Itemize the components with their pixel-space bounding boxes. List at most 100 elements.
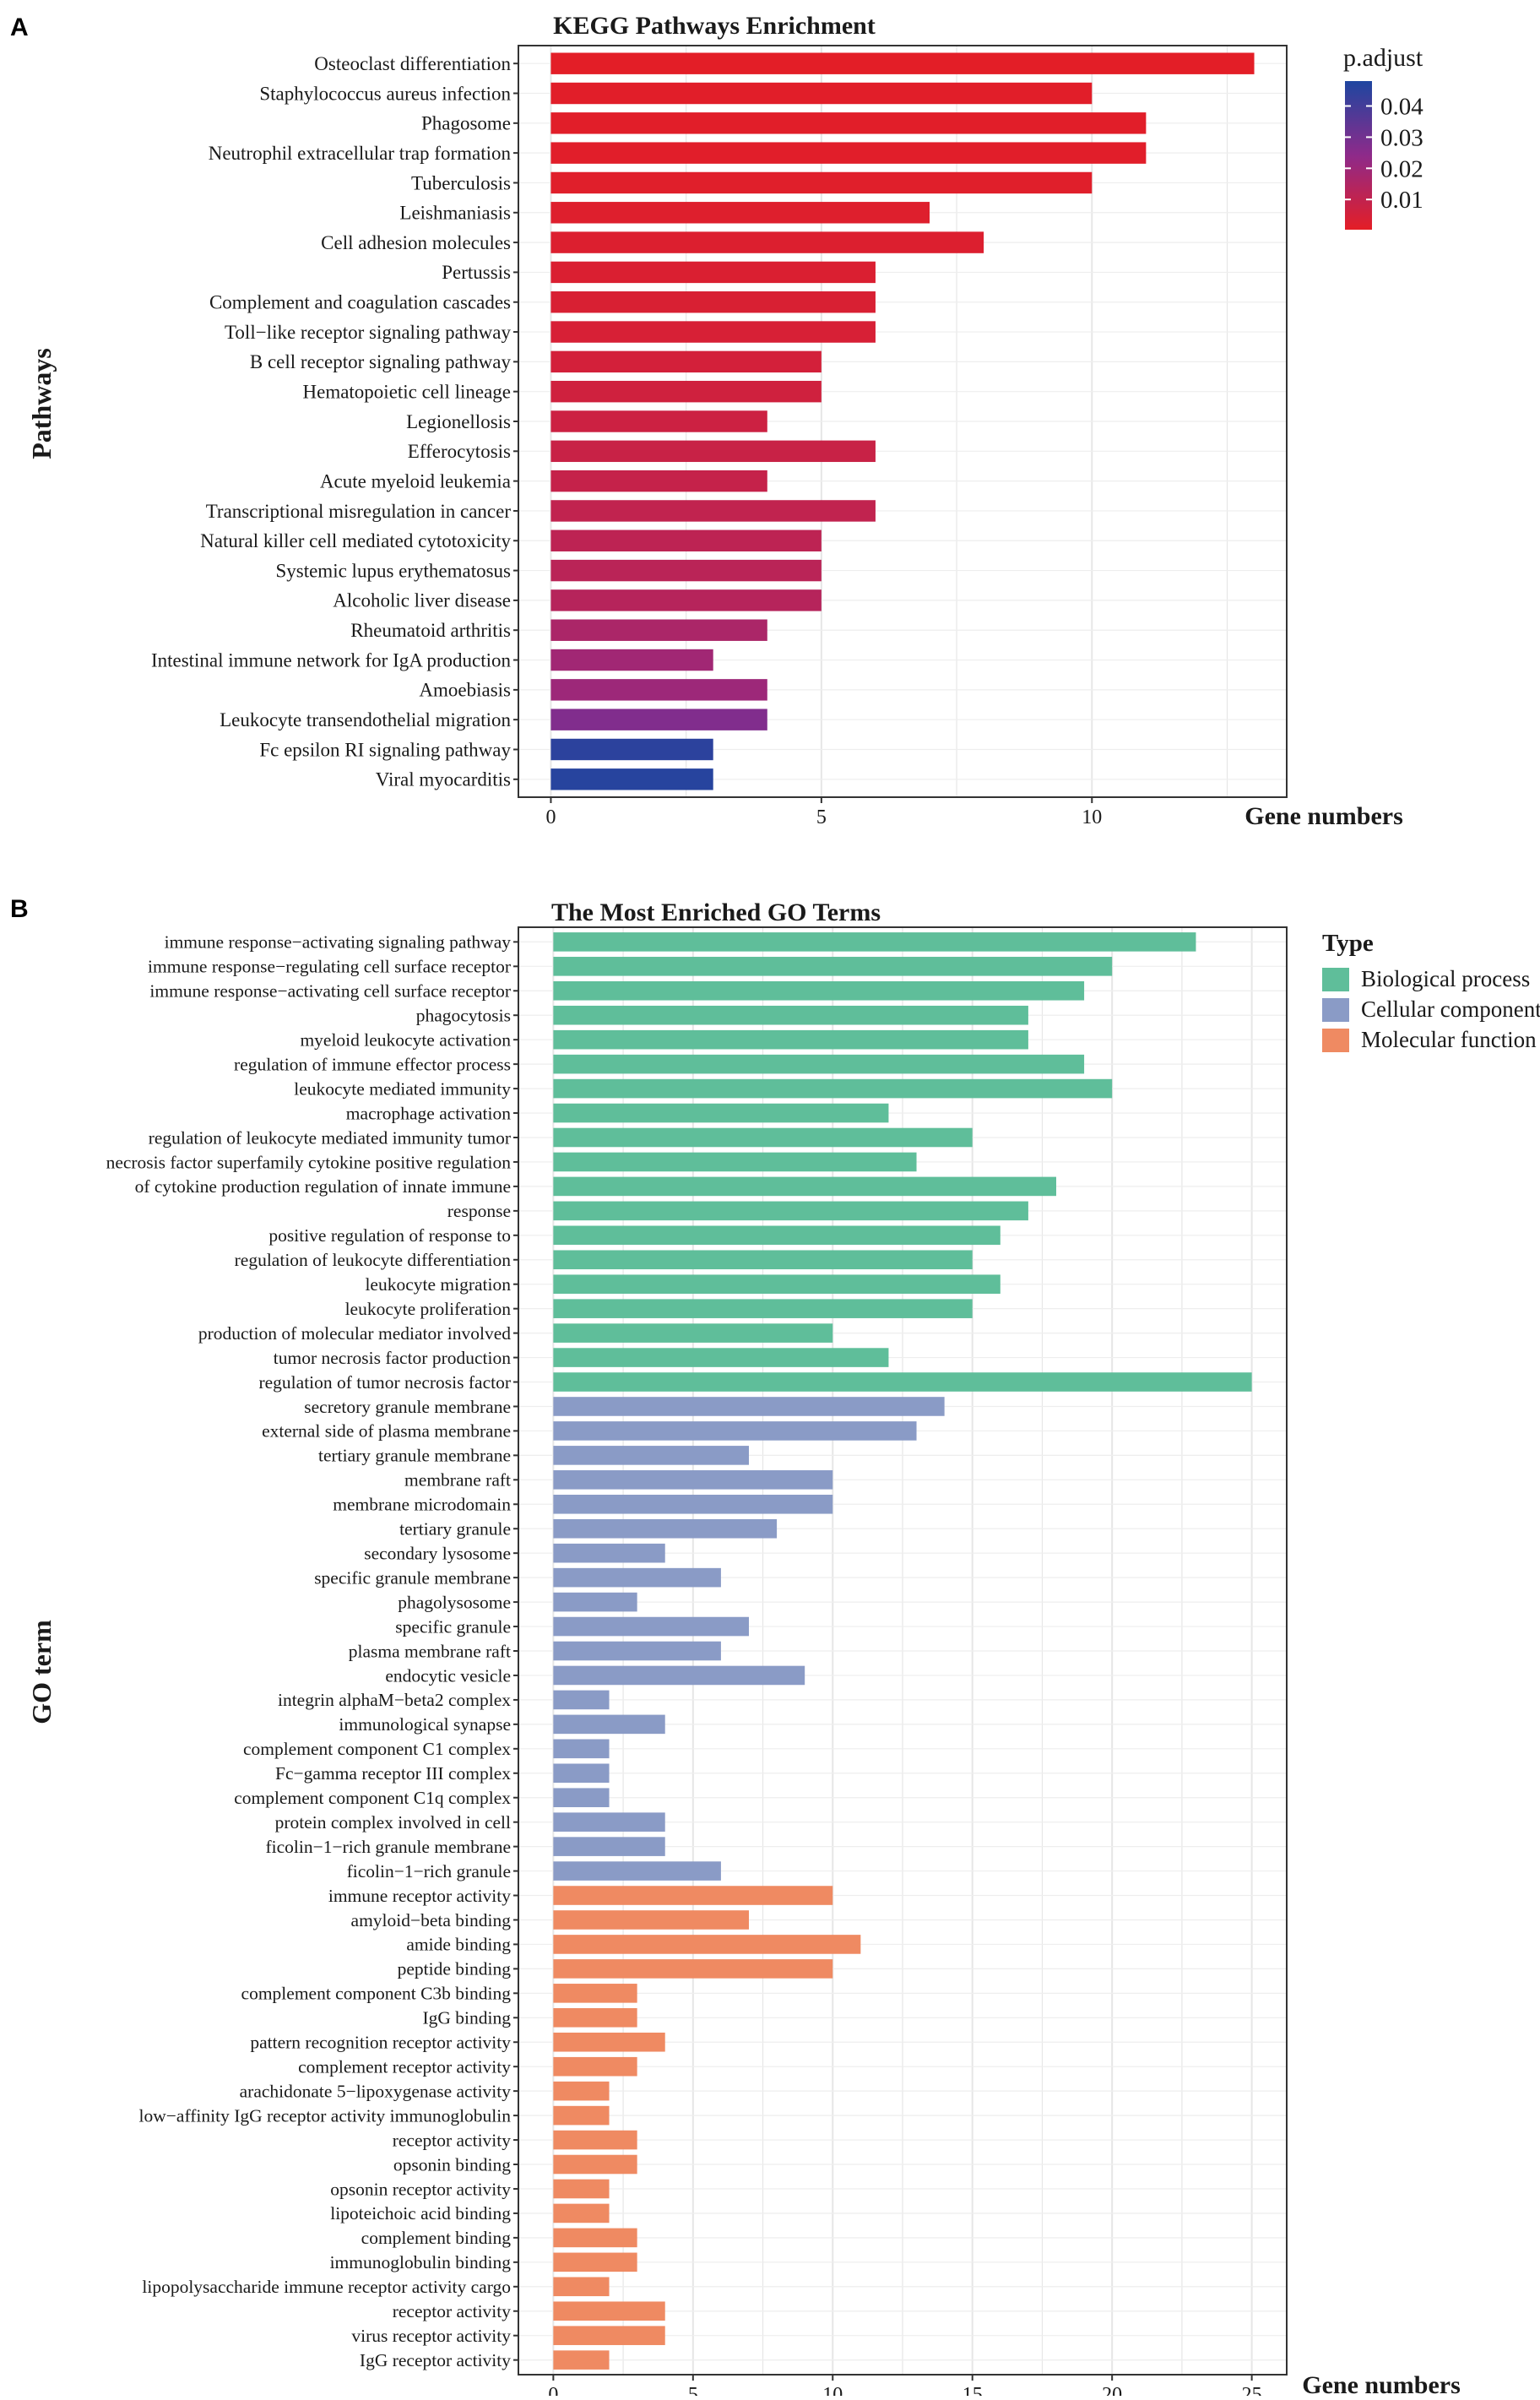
kegg-bar: [550, 291, 876, 313]
go-category-label: ficolin−1−rich granule membrane: [265, 1837, 511, 1857]
go-bar: [553, 1861, 721, 1881]
legend-swatch: [1322, 1029, 1349, 1052]
go-category-label: plasma membrane raft: [349, 1641, 511, 1661]
kegg-bars: [550, 52, 1255, 790]
go-category-label: phagocytosis: [416, 1006, 511, 1026]
go-category-label: tumor necrosis factor production: [274, 1348, 511, 1368]
kegg-bar: [550, 440, 876, 463]
kegg-bar: [550, 470, 767, 492]
go-bar: [553, 1372, 1252, 1392]
type-legend-title: Type: [1322, 930, 1374, 957]
go-category-label: regulation of immune effector process: [234, 1054, 511, 1074]
go-bar: [553, 1910, 749, 1930]
kegg-category-label: Fc epsilon RI signaling pathway: [259, 739, 511, 760]
x-tick-label: 20: [1102, 2384, 1122, 2396]
kegg-bar: [550, 529, 822, 551]
go-bar: [553, 1665, 805, 1686]
legend-swatch: [1322, 998, 1349, 1022]
go-category-label: specific granule: [395, 1616, 511, 1637]
go-category-label: pattern recognition receptor activity: [250, 2033, 511, 2053]
kegg-category-label: Staphylococcus aureus infection: [259, 83, 511, 104]
go-bar: [553, 1250, 973, 1270]
kegg-category-label: Toll−like receptor signaling pathway: [225, 322, 512, 343]
go-bar: [553, 1763, 610, 1784]
go-bar: [553, 2032, 665, 2052]
x-tick-label: 15: [962, 2384, 983, 2396]
go-category-label: secondary lysosome: [364, 1543, 511, 1563]
go-bars: [553, 932, 1252, 2370]
kegg-bar: [550, 589, 822, 611]
go-bar: [553, 2081, 610, 2101]
kegg-bar: [550, 500, 876, 522]
go-category-label: immune response−regulating cell surface …: [148, 957, 511, 977]
kegg-bar: [550, 231, 984, 253]
kegg-bar: [550, 738, 713, 761]
kegg-bar: [550, 768, 713, 790]
go-category-label: ficolin−1−rich granule: [347, 1861, 511, 1881]
go-bar: [553, 2228, 637, 2248]
kegg-bar: [550, 350, 822, 373]
x-tick-label: 10: [822, 2384, 843, 2396]
go-category-label: IgG receptor activity: [360, 2350, 511, 2370]
go-category-label: arachidonate 5−lipoxygenase activity: [240, 2081, 512, 2101]
kegg-chart-title: KEGG Pathways Enrichment: [553, 12, 876, 40]
go-category-label: production of molecular mediator involve…: [198, 1323, 511, 1344]
go-category-label: complement component C3b binding: [241, 1984, 512, 2004]
go-category-label: macrophage activation: [346, 1103, 511, 1123]
go-x-ticks: 0 5 10 15 20 25: [548, 2375, 1262, 2400]
go-bar: [553, 2203, 610, 2224]
type-legend: Biological process Cellular component Mole…: [1322, 966, 1540, 1052]
go-category-label: positive regulation of response to: [268, 1225, 511, 1246]
kegg-category-label: Natural killer cell mediated cytotoxicit…: [200, 530, 511, 551]
kegg-bar: [550, 112, 1147, 134]
go-category-label: immunological synapse: [339, 1714, 511, 1735]
go-bar: [553, 2301, 665, 2321]
panel-b-letter: B: [10, 895, 29, 923]
go-category-label: virus receptor activity: [351, 2326, 511, 2346]
kegg-bar: [550, 649, 713, 671]
kegg-bar: [550, 321, 876, 343]
kegg-category-label: Tuberculosis: [411, 172, 511, 193]
go-category-label: complement component C1q complex: [234, 1788, 511, 1808]
go-category-label: membrane microdomain: [333, 1495, 511, 1515]
go-category-label: opsonin receptor activity: [330, 2179, 511, 2199]
kegg-category-label: Intestinal immune network for IgA produc…: [151, 649, 512, 671]
go-bar: [553, 1616, 749, 1637]
go-category-labels: immune response−activating signaling pat…: [106, 932, 518, 2370]
kegg-bar: [550, 52, 1255, 74]
kegg-category-label: Amoebiasis: [419, 680, 511, 701]
kegg-bar: [550, 202, 930, 224]
go-category-label: integrin alphaM−beta2 complex: [278, 1690, 511, 1710]
legend-label: Molecular function: [1361, 1027, 1537, 1052]
go-bar: [553, 1323, 833, 1343]
go-category-label: lipoteichoic acid binding: [330, 2203, 511, 2224]
x-tick-label: 5: [688, 2384, 698, 2396]
kegg-category-label: Efferocytosis: [408, 441, 511, 462]
kegg-x-ticks: 0 5 10: [545, 797, 1102, 828]
go-bar: [553, 1176, 1056, 1197]
go-category-label: protein complex involved in cell: [275, 1812, 511, 1833]
p-adjust-colorbar-ticks: 0.04 0.03 0.02 0.01: [1345, 94, 1423, 214]
kegg-bar: [550, 410, 767, 432]
kegg-category-label: Neutrophil extracellular trap formation: [209, 143, 512, 164]
go-bar: [553, 2105, 610, 2126]
go-category-label: regulation of leukocyte differentiation: [235, 1250, 512, 1270]
go-bar: [553, 2154, 637, 2175]
colorbar-tick-label: 0.04: [1380, 94, 1423, 121]
kegg-y-axis-title: Pathways: [26, 348, 57, 459]
go-category-label: leukocyte mediated immunity: [294, 1078, 511, 1099]
go-bar: [553, 1029, 1028, 1050]
go-category-label: complement binding: [361, 2228, 512, 2248]
go-bar: [553, 1567, 721, 1588]
go-category-label: myeloid leukocyte activation: [300, 1029, 511, 1050]
go-category-label: tertiary granule membrane: [318, 1446, 511, 1466]
kegg-bar: [550, 171, 1093, 194]
go-category-label: specific granule membrane: [314, 1567, 511, 1588]
go-category-label: regulation of leukocyte mediated immunit…: [149, 1127, 511, 1148]
kegg-category-label: Acute myeloid leukemia: [320, 470, 511, 491]
go-category-label: low−affinity IgG receptor activity immun…: [139, 2105, 512, 2126]
go-chart-title: The Most Enriched GO Terms: [551, 899, 881, 926]
kegg-category-label: Complement and coagulation cascades: [209, 292, 511, 313]
